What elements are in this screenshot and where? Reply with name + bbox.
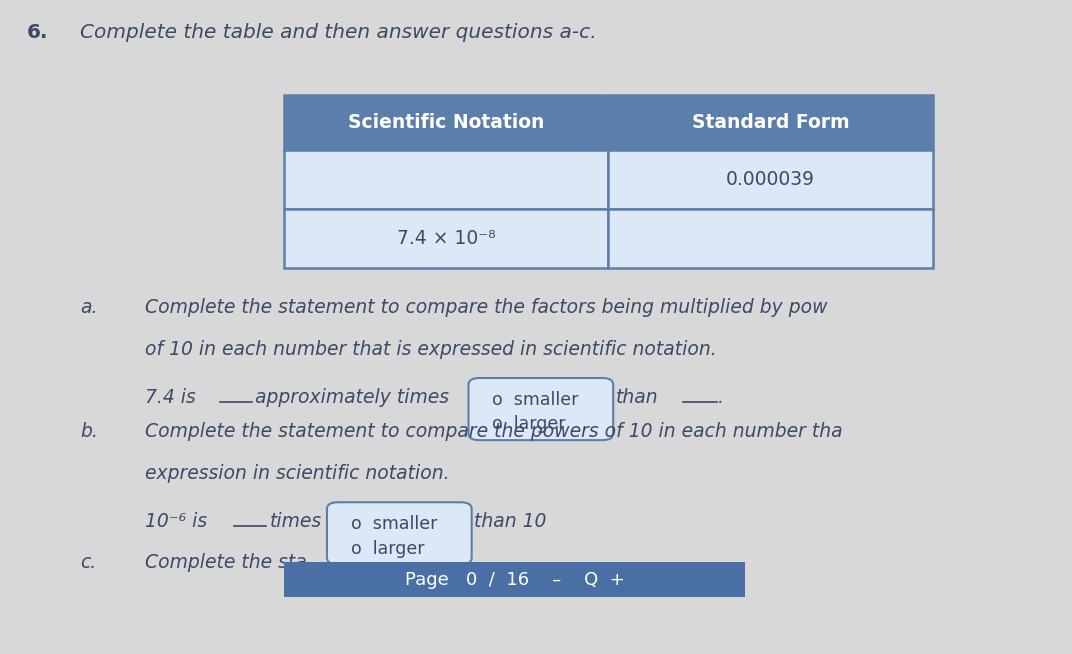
FancyBboxPatch shape: [284, 150, 609, 209]
Text: of 10 in each number that is expressed in scientific notation.: of 10 in each number that is expressed i…: [145, 340, 716, 359]
FancyBboxPatch shape: [284, 209, 609, 268]
FancyBboxPatch shape: [284, 562, 745, 597]
Text: Complete the statement to compare the powers of 10 in each number tha: Complete the statement to compare the po…: [145, 422, 843, 441]
Text: o  larger: o larger: [492, 415, 566, 434]
Text: than: than: [615, 388, 658, 407]
FancyBboxPatch shape: [468, 378, 613, 440]
Text: 7.4 is: 7.4 is: [145, 388, 195, 407]
Text: 7.4 × 10⁻⁸: 7.4 × 10⁻⁸: [397, 229, 495, 249]
Text: Page   0  /  16    –    Q  +: Page 0 / 16 – Q +: [405, 571, 624, 589]
Text: o  smaller: o smaller: [351, 515, 437, 534]
FancyBboxPatch shape: [609, 209, 933, 268]
FancyBboxPatch shape: [327, 502, 472, 564]
Text: expression in scientific notation.: expression in scientific notation.: [145, 464, 449, 483]
Text: Scientific Notation: Scientific Notation: [348, 113, 545, 132]
Text: a.: a.: [80, 298, 98, 317]
Text: Complete the table and then answer questions a-c.: Complete the table and then answer quest…: [80, 23, 597, 42]
Text: 10⁻⁶ is: 10⁻⁶ is: [145, 512, 207, 531]
Text: 0.000039: 0.000039: [726, 170, 815, 190]
Text: approximately times: approximately times: [255, 388, 449, 407]
Text: times: times: [270, 512, 323, 531]
Text: o  larger: o larger: [351, 540, 425, 558]
Text: 6.: 6.: [27, 23, 48, 42]
FancyBboxPatch shape: [609, 150, 933, 209]
Text: o  smaller: o smaller: [492, 391, 579, 409]
FancyBboxPatch shape: [284, 95, 933, 150]
Text: than 10: than 10: [474, 512, 547, 531]
Text: b.: b.: [80, 422, 99, 441]
Text: Standard Form: Standard Form: [691, 113, 849, 132]
Text: Complete the statement to compare the factors being multiplied by pow: Complete the statement to compare the fa…: [145, 298, 828, 317]
Text: Complete the sta: Complete the sta: [145, 553, 307, 572]
Text: c.: c.: [80, 553, 96, 572]
Text: .: .: [718, 388, 725, 407]
